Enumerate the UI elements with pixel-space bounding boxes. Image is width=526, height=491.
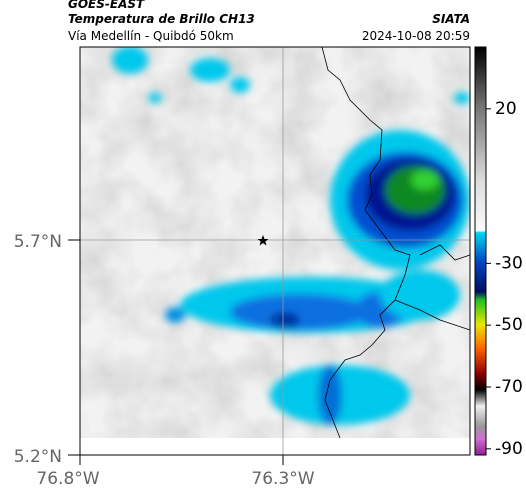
product: Temperatura de Brillo CH13 bbox=[68, 12, 255, 26]
location-marker bbox=[257, 235, 269, 246]
borders bbox=[321, 46, 471, 439]
lat-label: 5.2°N bbox=[14, 447, 62, 467]
agency: SIATA bbox=[432, 12, 470, 26]
lon-label: 76.8°W bbox=[36, 469, 99, 489]
colorbar-tick-label: 20 bbox=[495, 99, 517, 119]
lon-label: 76.3°W bbox=[251, 469, 314, 489]
colorbar-tick-label: -30 bbox=[495, 253, 523, 273]
map-frame bbox=[79, 46, 471, 456]
route: Vía Medellín - Quibdó 50km bbox=[68, 29, 234, 43]
colorbar-tick-label: -90 bbox=[495, 439, 523, 459]
colorbar-tick-label: -50 bbox=[495, 315, 523, 335]
timestamp: 2024-10-08 20:59 bbox=[362, 29, 470, 43]
satellite: GOES-EAST bbox=[68, 0, 145, 11]
colorbar bbox=[474, 46, 487, 456]
colorbar-tick-label: -70 bbox=[495, 377, 523, 397]
satellite-image bbox=[80, 47, 470, 438]
lat-label: 5.7°N bbox=[14, 232, 62, 252]
